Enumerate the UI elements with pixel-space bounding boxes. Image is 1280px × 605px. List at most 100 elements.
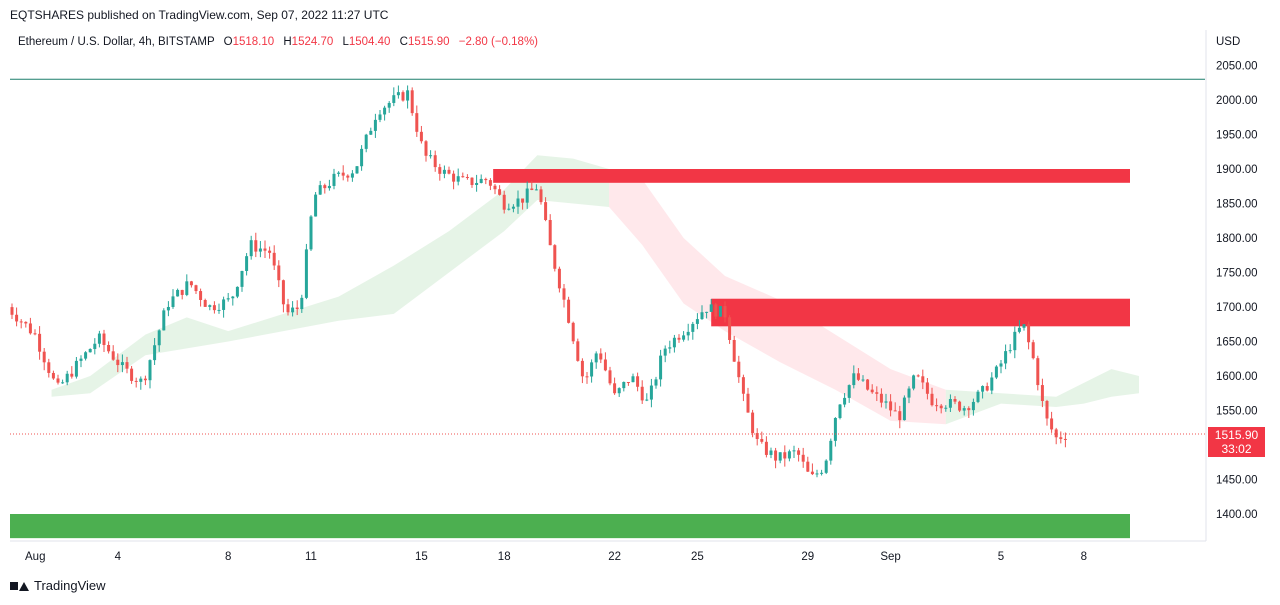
- candle: [410, 87, 414, 116]
- candle-body: [392, 95, 396, 103]
- candle: [599, 348, 603, 364]
- candle-body: [268, 250, 272, 253]
- candle-body: [162, 310, 166, 331]
- candle: [603, 352, 607, 372]
- candle: [245, 253, 249, 276]
- candle: [861, 375, 865, 382]
- candle-body: [429, 155, 433, 157]
- candle: [797, 447, 801, 462]
- candle-body: [953, 399, 957, 402]
- candle: [792, 445, 796, 459]
- candle-body: [571, 322, 575, 342]
- change-value: −2.80 (−0.18%): [458, 36, 539, 48]
- candle: [898, 405, 902, 429]
- candle-body: [240, 270, 244, 287]
- candle-body: [291, 307, 295, 313]
- candle-body: [511, 206, 515, 209]
- candle: [456, 168, 460, 186]
- candle-body: [401, 92, 405, 101]
- time-tick-label: 11: [305, 551, 317, 563]
- candle: [884, 393, 888, 409]
- candle: [663, 345, 667, 363]
- time-tick-label: 8: [1081, 551, 1087, 563]
- candle: [622, 381, 626, 392]
- candle: [875, 386, 879, 402]
- candle-body: [1059, 437, 1063, 439]
- candle: [511, 204, 515, 213]
- candle: [383, 105, 387, 121]
- candle: [212, 301, 216, 314]
- candle-body: [843, 397, 847, 405]
- candle-body: [272, 252, 276, 266]
- time-tick-label: 29: [801, 551, 814, 563]
- candle-body: [217, 309, 221, 311]
- price-axis[interactable]: USD 2050.00 2000.00 1950.00 1900.00 1850.00 18…: [1205, 30, 1258, 541]
- time-axis[interactable]: Aug 4 8 11 15 18 22 25 29 Sep 5 8: [10, 540, 1206, 563]
- candle: [990, 372, 994, 395]
- candle: [1022, 324, 1026, 331]
- candle: [19, 319, 23, 329]
- candle: [1059, 431, 1063, 444]
- candle: [79, 355, 83, 368]
- candle-body: [516, 198, 520, 207]
- candle: [70, 366, 74, 379]
- candle-body: [751, 412, 755, 434]
- candle-body: [1004, 351, 1008, 364]
- candle-body: [1054, 429, 1058, 438]
- candle-body: [447, 169, 451, 174]
- candle: [723, 301, 727, 323]
- candle: [484, 177, 488, 185]
- candle-body: [176, 289, 180, 297]
- candle-body: [116, 359, 120, 366]
- tradingview-footer[interactable]: TradingView: [10, 578, 106, 593]
- candle: [902, 395, 906, 421]
- candle: [691, 321, 695, 340]
- candle-body: [493, 185, 497, 190]
- candle-body: [944, 407, 948, 409]
- candle-body: [948, 399, 952, 408]
- candle-body: [461, 176, 465, 178]
- candle: [498, 185, 502, 196]
- candle-body: [774, 450, 778, 461]
- candle-body: [130, 368, 134, 381]
- candle-body: [985, 386, 989, 391]
- candle: [539, 186, 543, 205]
- candle-body: [935, 405, 939, 407]
- candle: [235, 286, 239, 299]
- candle-body: [263, 248, 267, 251]
- candle-body: [640, 386, 644, 401]
- candle-body: [194, 285, 198, 292]
- candle: [258, 241, 262, 258]
- candle: [74, 356, 78, 379]
- candle-body: [695, 319, 699, 324]
- candle-body: [700, 312, 704, 320]
- candle-body: [613, 383, 617, 394]
- candle: [847, 384, 851, 403]
- candle: [677, 334, 681, 343]
- candle-body: [847, 385, 851, 398]
- candle: [893, 402, 897, 412]
- candle: [985, 382, 989, 392]
- candle: [332, 168, 336, 190]
- candle-body: [939, 405, 943, 409]
- candle-body: [470, 177, 474, 185]
- candle-body: [415, 113, 419, 132]
- candle-body: [912, 375, 916, 389]
- candle: [925, 378, 929, 400]
- candle-body: [97, 333, 101, 344]
- candle: [1045, 399, 1049, 426]
- zones: [10, 169, 1130, 539]
- candle: [194, 284, 198, 294]
- candle-body: [649, 385, 653, 400]
- candle: [268, 246, 272, 259]
- candle-body: [410, 90, 414, 114]
- candle: [42, 348, 46, 371]
- candle: [994, 365, 998, 380]
- candle: [116, 353, 120, 373]
- candle-body: [907, 388, 911, 398]
- candle-body: [61, 382, 65, 384]
- price-tick-label: 1900.00: [1216, 164, 1258, 176]
- candle: [346, 174, 350, 182]
- candle: [171, 289, 175, 309]
